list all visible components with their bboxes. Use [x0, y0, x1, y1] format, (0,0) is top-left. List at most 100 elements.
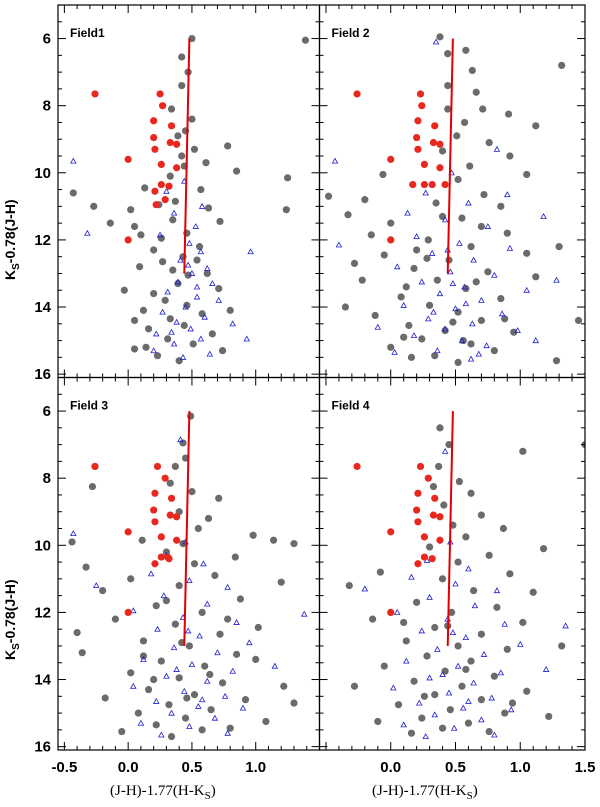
blue-triangle-point: [413, 233, 420, 240]
gray-point: [167, 732, 176, 741]
blue-triangle-point: [164, 288, 171, 295]
gray-point: [127, 669, 135, 677]
gray-point: [501, 315, 509, 323]
gray-point: [519, 447, 527, 455]
gray-point: [134, 709, 142, 717]
gray-point: [144, 685, 153, 694]
blue-triangle-point: [478, 716, 485, 723]
gray-point: [164, 335, 172, 343]
gray-point: [226, 724, 234, 732]
gray-point: [193, 256, 201, 264]
blue-triangle-point: [452, 580, 459, 587]
blue-triangle-point: [192, 223, 200, 229]
gray-point: [350, 259, 359, 268]
gray-point: [358, 276, 366, 284]
gray-point: [410, 264, 418, 273]
red-sequence-line: [183, 38, 191, 274]
gray-point: [150, 246, 158, 254]
x-tick-label: 1.0: [510, 759, 531, 776]
blue-triangle-point: [410, 332, 418, 339]
gray-point: [424, 236, 432, 244]
blue-triangle-point: [469, 320, 476, 327]
red-point: [414, 145, 422, 153]
gray-point: [127, 206, 135, 214]
red-point: [151, 145, 159, 153]
gray-point: [466, 162, 474, 170]
blue-triangle-point: [504, 191, 511, 198]
blue-triangle-point: [425, 315, 432, 322]
gray-point: [503, 645, 511, 653]
gray-point: [282, 206, 290, 214]
y-tick-label: 6: [43, 31, 51, 48]
blue-triangle-point: [184, 627, 192, 634]
gray-point: [157, 657, 165, 665]
blue-triangle-point: [480, 650, 488, 657]
gray-point: [418, 335, 426, 343]
red-point: [431, 122, 439, 130]
gray-point: [188, 115, 196, 123]
gray-point: [218, 347, 227, 355]
gray-point: [301, 36, 310, 44]
red-point: [428, 180, 436, 189]
red-point: [429, 511, 438, 519]
blue-triangle-point: [390, 684, 397, 691]
red-point: [151, 489, 159, 497]
blue-triangle-point: [501, 620, 508, 627]
blue-triangle-point: [514, 327, 521, 333]
gray-point: [178, 152, 186, 160]
red-point: [150, 506, 158, 514]
blue-triangle-point: [465, 199, 472, 206]
blue-triangle-point: [431, 711, 439, 718]
red-point: [173, 140, 181, 148]
red-point: [420, 180, 429, 189]
gray-point: [438, 212, 447, 221]
blue-triangle-point: [233, 619, 240, 625]
red-point: [164, 553, 172, 561]
gray-point: [529, 588, 537, 596]
red-point: [124, 528, 132, 536]
plot-area: [69, 34, 310, 365]
red-point: [353, 90, 361, 98]
gray-point: [144, 325, 153, 333]
blue-triangle-point: [170, 209, 178, 216]
gray-point: [467, 657, 475, 665]
gray-point: [195, 243, 204, 251]
red-point: [173, 536, 181, 544]
gray-point: [152, 721, 160, 729]
gray-point: [174, 132, 182, 140]
gray-point: [485, 551, 493, 559]
gray-point: [558, 61, 566, 70]
blue-triangle-point: [445, 689, 453, 696]
gray-point: [445, 441, 453, 449]
x-axis-title-right: (J-H)-1.77(H-KS): [372, 783, 478, 802]
red-sequence-line: [446, 411, 454, 646]
blue-triangle-point: [177, 436, 184, 443]
blue-triangle-point: [129, 607, 137, 614]
gray-point: [413, 598, 421, 606]
panels-layer: Field1 6 8 10 12 14 16 Field 2 Field 3 6 8 10 12 14 16…: [34, 4, 595, 776]
blue-triangle-point: [182, 303, 189, 310]
gray-point: [555, 243, 563, 251]
blue-triangle-point: [229, 320, 237, 327]
blue-triangle-point: [201, 313, 208, 320]
gray-point: [441, 667, 449, 675]
gray-point: [374, 717, 382, 726]
red-point: [353, 462, 361, 471]
blue-triangle-point: [187, 325, 194, 332]
x-tick-label: 0.0: [380, 759, 401, 776]
gray-point: [262, 717, 270, 726]
blue-triangle-point: [452, 305, 459, 312]
blue-triangle-point: [163, 187, 170, 194]
gray-point: [367, 231, 375, 239]
gray-point: [183, 694, 191, 702]
blue-triangle-point: [483, 342, 490, 349]
gray-point: [231, 553, 239, 561]
gray-point: [397, 293, 405, 301]
y-axis-title-top: KS-0.78(J-H): [2, 199, 22, 280]
blue-triangle-point: [221, 692, 229, 699]
gray-point: [504, 110, 513, 118]
y-tick-label: 16: [34, 739, 51, 756]
blue-triangle-point: [493, 587, 501, 594]
y-axis-title-bottom: KS-0.78(J-H): [2, 579, 22, 660]
gray-point: [216, 217, 224, 226]
